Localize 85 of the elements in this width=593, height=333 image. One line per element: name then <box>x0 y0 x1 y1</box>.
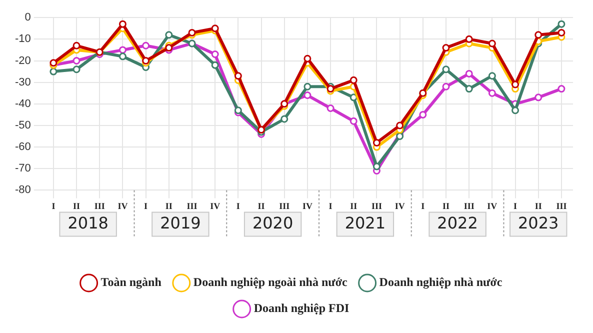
point <box>442 66 450 74</box>
point <box>304 92 312 100</box>
x-tick-label: I <box>514 200 518 211</box>
point <box>419 110 427 118</box>
y-tick-label: -60 <box>14 141 31 154</box>
x-tick-label: III <box>371 200 382 211</box>
point <box>488 72 496 80</box>
point <box>442 44 450 52</box>
point <box>142 57 150 64</box>
point <box>72 42 80 50</box>
y-tick-label: -70 <box>14 162 31 175</box>
point <box>118 52 126 60</box>
x-tick-label: II <box>350 200 358 211</box>
point <box>465 70 473 78</box>
point <box>372 162 380 170</box>
legend-label: Doanh nghiệp ngoài nhà nước <box>193 275 348 290</box>
y-tick-label: -30 <box>14 76 31 88</box>
y-tick-label: -80 <box>14 184 31 196</box>
text: 2023 <box>518 213 559 232</box>
point <box>142 42 150 50</box>
point <box>50 68 58 76</box>
point <box>188 28 196 36</box>
y-tick-label: -40 <box>14 98 31 110</box>
point <box>558 28 566 36</box>
x-tick-label: I <box>421 200 426 211</box>
point <box>350 117 358 125</box>
x-tick-label: IV <box>302 200 313 211</box>
point <box>465 35 473 43</box>
x-tick-label: II <box>534 200 542 211</box>
y-tick-label: -20 <box>14 54 31 67</box>
x-tick-label: III <box>186 200 198 211</box>
point <box>350 94 358 102</box>
point <box>118 20 126 28</box>
x-tick-label: II <box>165 200 173 211</box>
point <box>442 82 450 90</box>
x-tick-label: III <box>279 200 290 211</box>
x-tick-label: II <box>258 200 266 211</box>
point <box>488 89 496 97</box>
point <box>558 85 566 93</box>
point <box>211 61 219 69</box>
legend-label: Doanh nghiệp nhà nước <box>379 275 503 290</box>
point <box>396 132 404 140</box>
point <box>396 122 404 130</box>
point <box>488 40 496 48</box>
point <box>465 85 473 93</box>
point <box>165 31 173 39</box>
x-tick-label: I <box>236 200 240 211</box>
point <box>350 76 358 84</box>
point <box>72 66 80 74</box>
point <box>512 106 520 114</box>
point <box>304 82 312 90</box>
x-tick-label: I <box>52 200 56 211</box>
text: 2021 <box>344 213 386 232</box>
x-tick-label: III <box>94 200 106 211</box>
x-tick-label: III <box>464 200 475 211</box>
x-tick-label: I <box>144 200 148 211</box>
x-tick-label: I <box>328 200 333 211</box>
y-tick-label: -50 <box>14 120 31 132</box>
legend-label: Doanh nghiệp FDI <box>254 301 350 316</box>
point <box>558 20 566 28</box>
point <box>234 72 242 80</box>
point <box>304 54 312 62</box>
text: 2022 <box>437 213 478 232</box>
text: 2018 <box>68 213 108 232</box>
x-tick-label: IV <box>394 200 406 211</box>
legend-label: Toàn ngành <box>100 275 162 290</box>
point <box>211 50 219 58</box>
point <box>372 138 380 146</box>
point <box>118 46 126 54</box>
x-tick-label: III <box>556 200 568 211</box>
x-tick-label: II <box>442 200 450 211</box>
point <box>280 115 288 123</box>
x-tick-label: II <box>73 200 81 211</box>
y-tick-label: -10 <box>14 33 31 46</box>
text: 2020 <box>252 213 294 232</box>
text: 2019 <box>160 213 201 232</box>
x-tick-label: IV <box>210 200 221 211</box>
x-tick-label: IV <box>487 200 498 211</box>
point <box>512 80 520 88</box>
point <box>326 104 334 112</box>
point <box>534 94 542 102</box>
y-tick-label: 0 <box>24 12 31 24</box>
point <box>534 31 542 39</box>
point <box>72 57 80 64</box>
x-tick-label: IV <box>118 200 128 211</box>
